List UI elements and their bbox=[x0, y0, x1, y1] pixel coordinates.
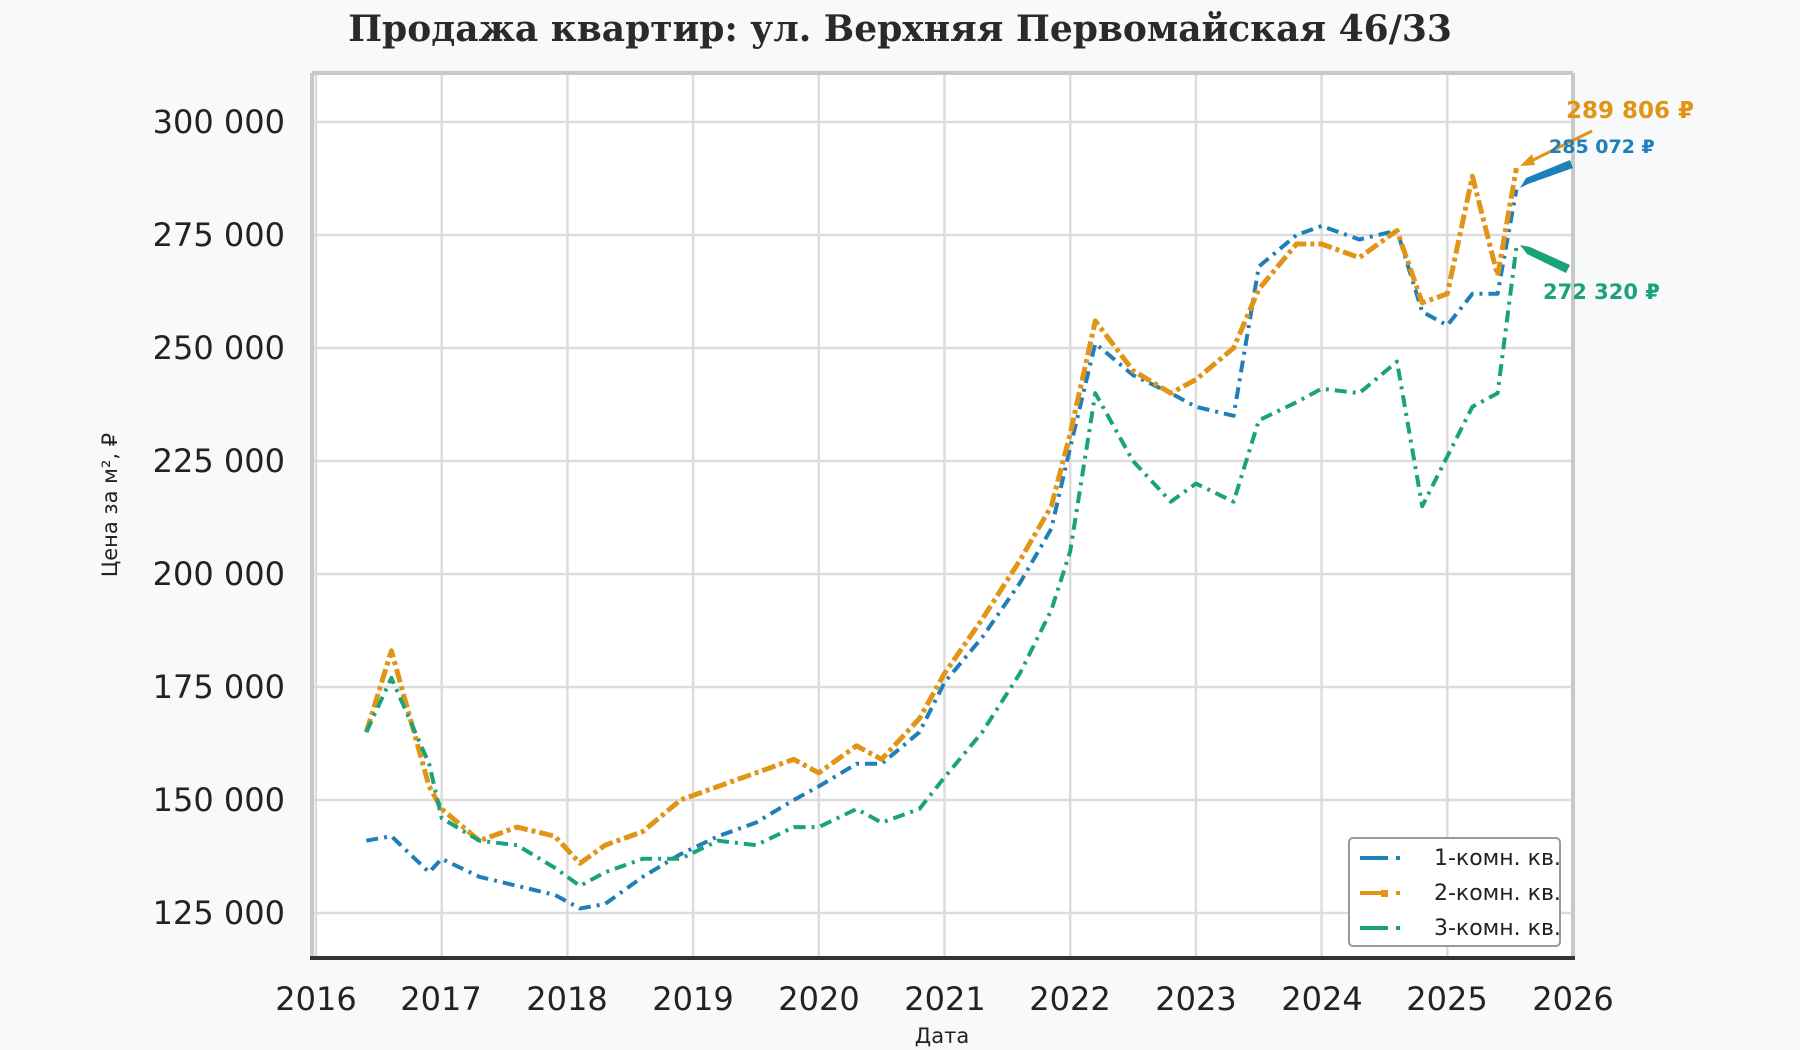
legend: 1-комн. кв. 2-комн. кв. 3-комн. кв. bbox=[1348, 837, 1561, 947]
dash-dot-line-icon bbox=[1360, 926, 1400, 930]
legend-item-2-room: 2-комн. кв. bbox=[1360, 876, 1561, 910]
chart-title: Продажа квартир: ул. Верхняя Первомайска… bbox=[348, 8, 1452, 50]
y-tick-label: 275 000 bbox=[152, 216, 285, 254]
annotation-arrows bbox=[1520, 129, 1593, 273]
arrow-3-room bbox=[1520, 245, 1570, 273]
legend-item-3-room: 3-комн. кв. bbox=[1360, 911, 1561, 945]
annotation-3-room: 272 320 ₽ bbox=[1543, 280, 1660, 304]
legend-label: 1-комн. кв. bbox=[1434, 845, 1561, 871]
arrow-1-room bbox=[1520, 160, 1573, 188]
y-tick-label: 150 000 bbox=[152, 781, 285, 819]
plot-background bbox=[312, 73, 1573, 958]
x-tick-label: 2018 bbox=[526, 980, 608, 1018]
x-tick-label: 2026 bbox=[1532, 980, 1614, 1018]
series-line-2-room bbox=[363, 167, 1519, 866]
annotation-1-room: 285 072 ₽ bbox=[1549, 136, 1655, 158]
x-tick-label: 2023 bbox=[1155, 980, 1237, 1018]
y-tick-label: 175 000 bbox=[152, 668, 285, 706]
data-series bbox=[363, 167, 1519, 911]
dash-dot-marker-line-icon bbox=[1360, 890, 1400, 897]
y-tick-label: 200 000 bbox=[152, 555, 285, 593]
arrowhead-icon bbox=[1520, 154, 1535, 166]
x-axis-label: Дата bbox=[914, 1024, 970, 1048]
series-line-3-room bbox=[364, 246, 1519, 888]
y-tick-label: 300 000 bbox=[152, 103, 285, 141]
dash-dot-line-icon bbox=[1360, 856, 1400, 860]
x-tick-label: 2021 bbox=[904, 980, 986, 1018]
x-tick-label: 2016 bbox=[275, 980, 357, 1018]
y-tick-label: 225 000 bbox=[152, 442, 285, 480]
legend-label: 3-комн. кв. bbox=[1434, 915, 1561, 941]
x-tick-label: 2025 bbox=[1406, 980, 1488, 1018]
x-tick-label: 2019 bbox=[652, 980, 734, 1018]
x-tick-label: 2022 bbox=[1029, 980, 1111, 1018]
x-tick-label: 2024 bbox=[1281, 980, 1363, 1018]
arrow-2-room bbox=[1526, 129, 1593, 165]
legend-label: 2-комн. кв. bbox=[1434, 880, 1561, 906]
legend-item-1-room: 1-комн. кв. bbox=[1360, 841, 1561, 875]
y-tick-label: 125 000 bbox=[152, 894, 285, 932]
series-line-1-room bbox=[365, 189, 1519, 911]
annotation-2-room: 289 806 ₽ bbox=[1566, 98, 1695, 124]
x-tick-label: 2017 bbox=[400, 980, 482, 1018]
y-tick-label: 250 000 bbox=[152, 329, 285, 367]
x-tick-label: 2020 bbox=[778, 980, 860, 1018]
